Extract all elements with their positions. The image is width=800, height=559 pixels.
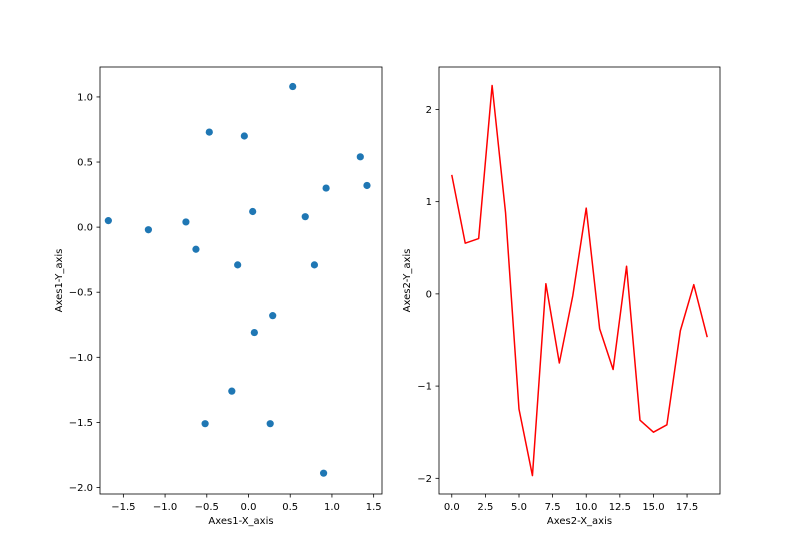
scatter-point [250, 328, 258, 337]
axes2-x-ticks: 0.0 2.5 5.0 7.5 10.0 12.5 15.0 17.5 [444, 494, 698, 513]
scatter-point [182, 218, 190, 226]
axes1-x-tick-label: 0.5 [282, 502, 298, 513]
axes1-y-tick-label: −0.5 [69, 288, 93, 299]
axes1-x-tick-label: 1.5 [366, 502, 382, 513]
axes2-x-tick-label: 15.0 [642, 502, 664, 513]
scatter-point [205, 128, 213, 136]
axes2-frame [438, 66, 721, 495]
axes2-y-tick-label: 1 [426, 197, 432, 208]
scatter-point [228, 387, 236, 395]
scatter-point [319, 469, 328, 477]
axes2-y-tick-label: 2 [426, 105, 432, 116]
scatter-point [104, 217, 112, 225]
scatter-point [266, 420, 274, 428]
axes2-y-axis-label: Axes2-Y_axis [402, 249, 413, 313]
scatter-point [322, 184, 330, 192]
axes2-x-tick-label: 10.0 [575, 502, 597, 513]
axes2-y-tick-label: 0 [426, 289, 432, 300]
axes2-y-tick-label: −1 [417, 382, 432, 393]
scatter-point [192, 245, 200, 253]
axes2-series-line [451, 84, 708, 477]
axes1-y-tick-label: −1.0 [69, 353, 93, 364]
axes1-x-tick-label: −1.0 [153, 502, 177, 513]
scatter-point [301, 213, 309, 221]
scatter-point [249, 207, 257, 216]
axes2-y-tick-label: −2 [417, 474, 432, 485]
axes1-scatter-plot: −1.5 −1.0 −0.5 0.0 0.5 1.0 1.5 −2.0 −1.5 −1.0 −0.… [54, 66, 383, 527]
axes1-x-ticks: −1.5 −1.0 −0.5 0.0 0.5 1.0 1.5 [111, 494, 382, 513]
axes2-x-tick-label: 2.5 [477, 502, 493, 513]
axes2-x-axis-label: Axes2-X_axis [547, 516, 612, 527]
axes1-y-tick-label: 1.0 [77, 92, 93, 103]
scatter-point [234, 261, 242, 269]
scatter-point [201, 420, 209, 428]
axes1-y-tick-label: −2.0 [69, 483, 93, 494]
axes1-frame [99, 66, 383, 495]
axes2-x-tick-label: 7.5 [545, 502, 561, 513]
axes2-x-tick-label: 17.5 [676, 502, 698, 513]
scatter-point [356, 153, 364, 161]
axes2-x-tick-label: 0.0 [444, 502, 460, 513]
scatter-point [289, 82, 297, 91]
axes2-line-plot: 0.0 2.5 5.0 7.5 10.0 12.5 15.0 17.5 −2 −1 0 1 2 Axe… [402, 66, 721, 527]
scatter-point [363, 181, 371, 190]
axes1-y-ticks: −2.0 −1.5 −1.0 −0.5 0.0 0.5 1.0 [69, 92, 100, 494]
axes1-y-tick-label: 0.5 [77, 158, 93, 169]
axes1-y-axis-label: Axes1-Y_axis [54, 249, 65, 313]
scatter-point [310, 261, 319, 269]
axes2-x-tick-label: 12.5 [609, 502, 631, 513]
axes1-y-tick-label: 0.0 [77, 223, 93, 234]
axes2-x-tick-label: 5.0 [511, 502, 527, 513]
axes1-x-tick-label: −1.5 [111, 502, 135, 513]
axes1-x-axis-label: Axes1-X_axis [208, 516, 273, 527]
axes1-y-tick-label: −1.5 [69, 418, 93, 429]
axes1-x-tick-label: 0.0 [241, 502, 257, 513]
axes1-points [104, 82, 371, 477]
scatter-point [144, 226, 152, 234]
axes1-x-tick-label: 1.0 [324, 502, 340, 513]
axes1-x-tick-label: −0.5 [195, 502, 219, 513]
scatter-point [240, 132, 248, 140]
axes2-y-ticks: −2 −1 0 1 2 [417, 105, 439, 485]
scatter-point [269, 312, 277, 320]
